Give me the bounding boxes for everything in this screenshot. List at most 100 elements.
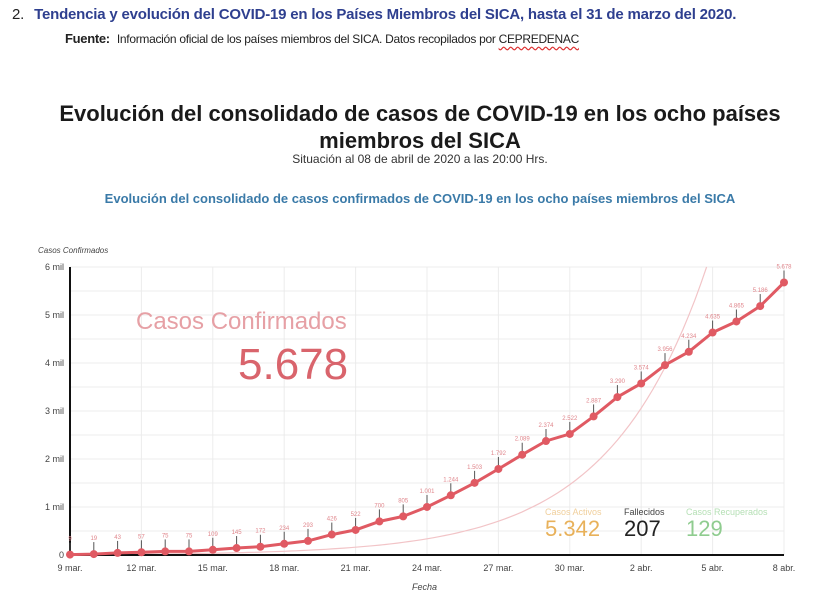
data-point: [137, 548, 146, 557]
data-label: 2.522: [562, 416, 578, 422]
data-label: 3.574: [634, 365, 650, 371]
data-point: [494, 464, 503, 473]
data-point: [256, 542, 265, 551]
deaths-value: 207: [624, 516, 661, 541]
data-label: 43: [114, 535, 121, 541]
x-axis-title: Fecha: [412, 582, 438, 592]
data-point: [161, 547, 170, 556]
data-point: [446, 491, 455, 500]
data-label: 57: [138, 534, 145, 540]
y-tick-label: 6 mil: [45, 262, 64, 272]
item-number: 2.: [12, 6, 25, 23]
data-point: [780, 278, 788, 287]
data-label: 522: [351, 512, 362, 518]
chart-title: Evolución del consolidado de casos confi…: [104, 191, 736, 206]
y-tick-label: 0: [59, 550, 64, 560]
heading-text: Tendencia y evolución del COVID-19 en lo…: [34, 6, 737, 23]
data-label: 5.678: [776, 264, 792, 270]
document-heading: 2. Tendencia y evolución del COVID-19 en …: [12, 6, 736, 23]
x-tick-label: 8 abr.: [773, 563, 796, 573]
x-tick-label: 27 mar.: [483, 563, 513, 573]
data-label: 1.503: [467, 465, 483, 471]
data-label: 2.887: [586, 398, 602, 404]
y-tick-label: 4 mil: [45, 358, 64, 368]
data-label: 19: [90, 536, 97, 542]
data-point: [637, 379, 646, 388]
source-line: Fuente: Información oficial de los paíse…: [65, 31, 579, 46]
recovered-stat: Casos Recuperados 129: [686, 507, 768, 541]
active-stat: Casos Activos 5.342: [545, 507, 602, 541]
y-tick-label: 5 mil: [45, 310, 64, 320]
data-point: [280, 539, 289, 548]
deaths-label: Fallecidos: [624, 507, 665, 517]
data-point: [185, 547, 193, 556]
data-point: [542, 437, 550, 446]
data-point: [304, 536, 312, 545]
x-tick-label: 18 mar.: [269, 563, 299, 573]
data-label: 145: [232, 530, 243, 536]
data-label: 700: [374, 503, 385, 509]
line-chart: 0 1 mil 2 mil 3 mil 4 mil 5 mil 6 mil 9 mar. 12 …: [45, 262, 796, 573]
data-label: 5.186: [753, 288, 769, 294]
data-point: [351, 525, 360, 534]
data-label: 109: [208, 532, 219, 538]
source-text: Información oficial de los países miembr…: [116, 32, 496, 46]
data-point: [399, 512, 408, 521]
x-tick-label: 15 mar.: [198, 563, 228, 573]
x-tick-label: 24 mar.: [412, 563, 442, 573]
data-label: 805: [398, 498, 409, 504]
recovered-label: Casos Recuperados: [686, 507, 768, 517]
data-label: 4.635: [705, 315, 721, 321]
confirmed-label: Casos Confirmados: [136, 308, 347, 335]
source-org: CEPREDENAC: [498, 32, 580, 46]
data-point: [327, 530, 336, 539]
data-point: [208, 545, 217, 554]
data-label: 4.865: [729, 303, 745, 309]
x-tick-label: 9 mar.: [57, 563, 82, 573]
data-label: 1.244: [443, 477, 459, 483]
deaths-stat: Fallecidos 207: [624, 507, 665, 541]
data-point: [613, 393, 622, 402]
data-label: 4.234: [681, 334, 697, 340]
recovered-value: 129: [686, 516, 723, 541]
data-point: [732, 317, 741, 326]
data-label: 1.792: [491, 451, 507, 457]
data-label: 1.001: [419, 489, 435, 495]
infographic-title: Evolución del consolidado de casos de CO…: [59, 101, 781, 153]
infographic-subtitle: Situación al 08 de abril de 2020 a las 2…: [292, 152, 548, 166]
data-point: [423, 502, 431, 511]
data-point: [708, 328, 717, 337]
data-point: [89, 550, 98, 559]
trendline: [70, 266, 708, 556]
source-label: Fuente:: [65, 31, 110, 46]
data-label: 293: [303, 523, 314, 529]
data-point: [113, 548, 122, 557]
data-point: [470, 478, 479, 487]
active-label: Casos Activos: [545, 507, 602, 517]
data-label: 172: [255, 529, 266, 535]
data-point: [661, 361, 669, 370]
data-point: [589, 412, 598, 421]
data-label: 2.374: [538, 423, 554, 429]
data-label: 3.290: [610, 379, 626, 385]
confirmed-value: 5.678: [238, 340, 349, 389]
data-label: 9: [68, 537, 72, 543]
x-tick-label: 5 abr.: [701, 563, 724, 573]
data-point: [756, 302, 765, 311]
data-label: 234: [279, 526, 290, 532]
y-axis-title: Casos Confirmados: [38, 246, 109, 255]
data-point: [684, 347, 693, 356]
y-tick-label: 3 mil: [45, 406, 64, 416]
x-tick-label: 21 mar.: [341, 563, 371, 573]
data-label: 75: [186, 533, 193, 539]
data-point: [232, 544, 241, 553]
x-tick-label: 12 mar.: [126, 563, 156, 573]
x-tick-label: 2 abr.: [630, 563, 653, 573]
y-tick-label: 1 mil: [45, 502, 64, 512]
data-point: [565, 429, 574, 438]
data-point: [375, 517, 384, 526]
active-value: 5.342: [545, 516, 601, 541]
data-label: 3.956: [657, 347, 673, 353]
data-label: 2.089: [515, 437, 531, 443]
data-label: 75: [162, 533, 169, 539]
